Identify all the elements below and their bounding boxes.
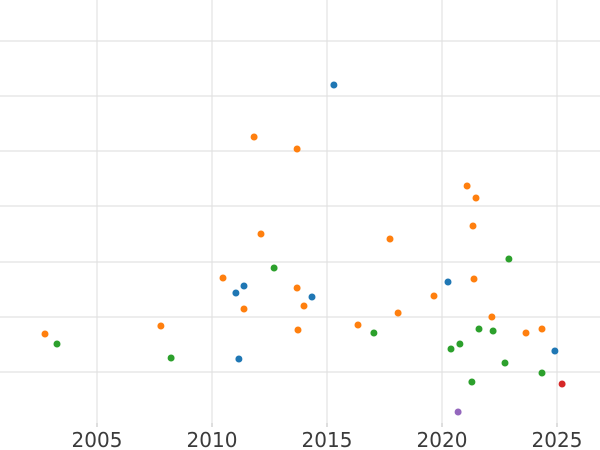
data-point-series-orange: [300, 302, 308, 310]
data-point-series-blue: [235, 355, 243, 363]
data-point-series-orange: [41, 330, 49, 338]
data-point-series-orange: [293, 145, 301, 153]
data-point-series-orange: [354, 321, 362, 329]
data-point-series-orange: [257, 230, 265, 238]
data-point-series-orange: [472, 194, 480, 202]
x-axis-tick-label: 2015: [302, 428, 353, 450]
data-point-series-orange: [538, 325, 546, 333]
data-point-series-green: [468, 378, 476, 386]
data-point-series-green: [167, 354, 175, 362]
data-point-series-blue: [444, 278, 452, 286]
data-point-series-green: [456, 340, 464, 348]
data-point-series-green: [501, 359, 509, 367]
data-point-series-green: [370, 329, 378, 337]
data-point-series-red: [558, 380, 566, 388]
x-axis-tick-label: 2025: [532, 428, 583, 450]
data-point-series-purple: [454, 408, 462, 416]
data-point-series-green: [53, 340, 61, 348]
data-point-series-orange: [293, 284, 301, 292]
data-point-series-orange: [219, 274, 227, 282]
x-axis-tick-label: 2010: [187, 428, 238, 450]
data-point-series-orange: [463, 182, 471, 190]
data-point-series-orange: [430, 292, 438, 300]
data-point-series-green: [447, 345, 455, 353]
x-axis-tick-label: 2005: [72, 428, 123, 450]
data-point-series-orange: [469, 222, 477, 230]
data-point-series-blue: [308, 293, 316, 301]
x-axis-tick-label: 2020: [417, 428, 468, 450]
scatter-points: [41, 81, 566, 416]
data-point-series-orange: [294, 326, 302, 334]
data-point-series-green: [489, 327, 497, 335]
x-axis-tick-labels: 2005 2010 2015 2020 2025: [72, 428, 583, 450]
data-point-series-orange: [488, 313, 496, 321]
data-point-series-orange: [470, 275, 478, 283]
data-point-series-orange: [522, 329, 530, 337]
data-point-series-blue: [330, 81, 338, 89]
x-axis-ticks: [96, 423, 558, 427]
data-point-series-green: [475, 325, 483, 333]
data-point-series-green: [270, 264, 278, 272]
data-point-series-blue: [551, 347, 559, 355]
data-point-series-green: [538, 369, 546, 377]
data-point-series-orange: [250, 133, 258, 141]
grid-layer: [0, 0, 600, 423]
data-point-series-green: [505, 255, 513, 263]
data-point-series-orange: [386, 235, 394, 243]
data-point-series-orange: [157, 322, 165, 330]
data-point-series-orange: [240, 305, 248, 313]
data-point-series-orange: [394, 309, 402, 317]
data-point-series-blue: [240, 282, 248, 290]
data-point-series-blue: [232, 289, 240, 297]
